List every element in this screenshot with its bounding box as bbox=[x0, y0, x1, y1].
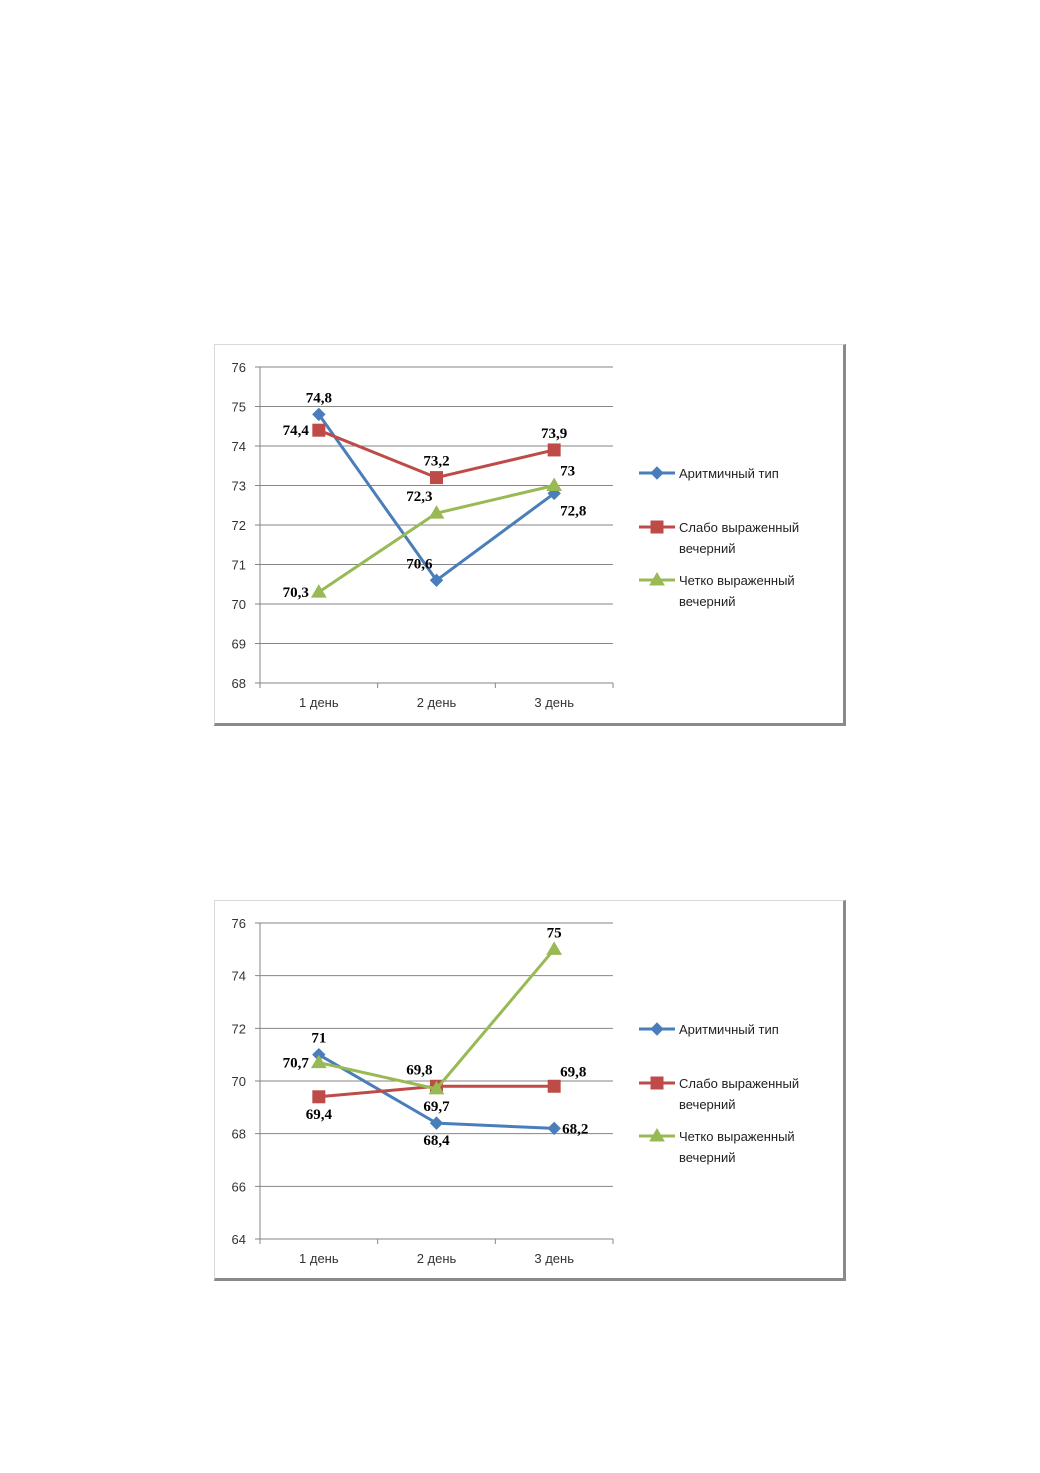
data-point bbox=[429, 573, 444, 588]
series-line bbox=[317, 413, 556, 582]
chart-frame-1: 68 69 70 71 72 73 74 75 76 1 день 2 день 3 день 74,8… bbox=[214, 344, 846, 726]
series-aritm: 71 68,4 68,2 bbox=[311, 1031, 588, 1149]
legend-marker bbox=[649, 572, 665, 586]
y-tick-label: 68 bbox=[232, 676, 246, 691]
legend-marker bbox=[650, 520, 664, 534]
legend-label: Четко выраженный bbox=[679, 1129, 795, 1144]
y-tick-label: 72 bbox=[232, 518, 246, 533]
series-chetko: 70,7 69,7 75 bbox=[283, 925, 563, 1115]
data-label: 70,6 bbox=[406, 556, 433, 572]
legend-item: Слабо выраженный вечерний bbox=[639, 1076, 799, 1112]
data-label: 74,4 bbox=[283, 423, 310, 439]
legend-marker bbox=[650, 1022, 664, 1036]
y-tick-label: 70 bbox=[232, 597, 246, 612]
series-slabo: 74,4 73,2 73,9 bbox=[283, 423, 567, 485]
data-label: 73,9 bbox=[541, 426, 567, 442]
y-tick-label: 74 bbox=[232, 439, 246, 454]
y-tick-label: 71 bbox=[232, 558, 246, 573]
data-point bbox=[312, 407, 326, 422]
x-tick-label: 1 день bbox=[299, 1251, 339, 1266]
data-label: 68,2 bbox=[562, 1121, 588, 1137]
chart-frame-2: 64 66 68 70 72 74 76 1 день 2 день 3 день 71 68,4 68… bbox=[214, 900, 846, 1281]
data-point bbox=[312, 1090, 326, 1104]
data-point bbox=[429, 1116, 444, 1130]
x-tick-label: 2 день bbox=[417, 1251, 457, 1266]
legend-label: вечерний bbox=[679, 594, 736, 609]
series-chetko: 70,3 72,3 73 bbox=[283, 464, 576, 602]
data-point bbox=[547, 1079, 561, 1093]
data-label: 68,4 bbox=[423, 1133, 450, 1149]
data-point bbox=[310, 584, 327, 598]
y-tick-label: 73 bbox=[232, 479, 246, 494]
data-point bbox=[547, 1121, 561, 1136]
legend-item: Аритмичный тип bbox=[639, 1022, 779, 1037]
y-tick-label: 70 bbox=[232, 1074, 246, 1089]
data-point bbox=[312, 423, 326, 437]
y-tick-label: 74 bbox=[232, 969, 246, 984]
legend-label: Аритмичный тип bbox=[679, 466, 779, 481]
legend-label: вечерний bbox=[679, 1150, 736, 1165]
x-tick-label: 3 день bbox=[534, 695, 574, 710]
data-label: 70,3 bbox=[283, 585, 309, 601]
data-label: 69,4 bbox=[306, 1107, 333, 1123]
data-label: 75 bbox=[547, 925, 562, 941]
legend-label: Аритмичный тип bbox=[679, 1022, 779, 1037]
data-point bbox=[430, 471, 443, 485]
y-tick-label: 76 bbox=[232, 916, 246, 931]
legend-marker bbox=[650, 1076, 664, 1090]
legend-label: вечерний bbox=[679, 541, 736, 556]
x-tick-label: 2 день bbox=[417, 695, 457, 710]
data-label: 74,8 bbox=[306, 390, 332, 406]
x-tick-label: 3 день bbox=[534, 1251, 574, 1266]
legend-item: Слабо выраженный вечерний bbox=[639, 520, 799, 556]
legend-label: Слабо выраженный bbox=[679, 520, 799, 535]
gridlines: 68 69 70 71 72 73 74 75 76 bbox=[232, 360, 613, 691]
data-label: 73 bbox=[560, 464, 575, 480]
line-chart-1: 68 69 70 71 72 73 74 75 76 1 день 2 день 3 день 74,8… bbox=[232, 360, 800, 710]
legend-item: Аритмичный тип bbox=[639, 466, 779, 481]
legend-label: вечерний bbox=[679, 1097, 736, 1112]
data-point bbox=[546, 477, 563, 491]
legend-item: Четко выраженный вечерний bbox=[639, 1128, 795, 1165]
y-tick-label: 69 bbox=[232, 637, 246, 652]
data-point bbox=[546, 941, 563, 955]
legend-item: Четко выраженный вечерний bbox=[639, 572, 795, 609]
data-label: 72,3 bbox=[406, 489, 432, 505]
data-label: 73,2 bbox=[423, 454, 449, 470]
y-tick-label: 64 bbox=[232, 1232, 246, 1247]
data-point bbox=[547, 443, 561, 457]
legend-label: Четко выраженный bbox=[679, 573, 795, 588]
data-point bbox=[310, 1054, 327, 1069]
y-tick-label: 75 bbox=[232, 400, 246, 415]
data-point bbox=[428, 1080, 445, 1095]
y-tick-label: 68 bbox=[232, 1127, 246, 1142]
y-tick-label: 72 bbox=[232, 1021, 246, 1036]
series-line bbox=[318, 948, 556, 1091]
legend-label: Слабо выраженный bbox=[679, 1076, 799, 1091]
data-label: 70,7 bbox=[283, 1056, 310, 1072]
data-label: 69,7 bbox=[423, 1099, 450, 1115]
line-chart-2: 64 66 68 70 72 74 76 1 день 2 день 3 день 71 68,4 68… bbox=[232, 916, 800, 1266]
data-label: 71 bbox=[311, 1031, 326, 1047]
data-label: 69,8 bbox=[406, 1062, 432, 1078]
x-tick-label: 1 день bbox=[299, 695, 339, 710]
data-label: 72,8 bbox=[560, 503, 586, 519]
data-label: 69,8 bbox=[560, 1064, 586, 1080]
legend-marker bbox=[649, 1128, 665, 1142]
y-tick-label: 66 bbox=[232, 1179, 246, 1194]
legend-marker bbox=[650, 466, 664, 480]
y-tick-label: 76 bbox=[232, 360, 246, 375]
data-point bbox=[428, 505, 445, 519]
